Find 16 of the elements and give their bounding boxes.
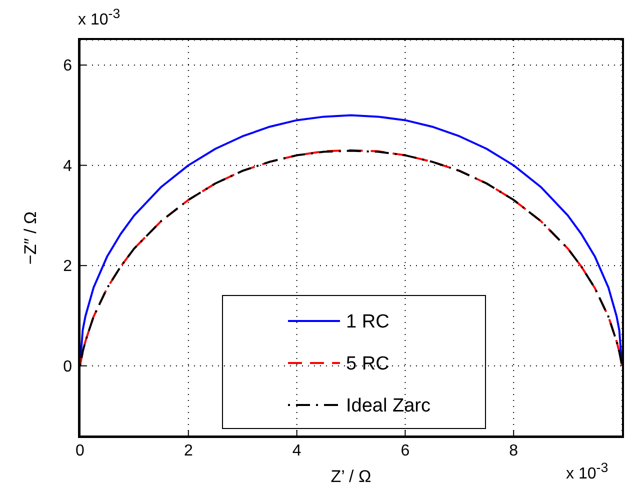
text: x 10$^{-3}$ [566,460,608,484]
legend-label: Ideal Zarc [346,396,430,417]
text: x 10$^{-3}$ [78,6,120,30]
x-tick-label: 0 [76,442,85,460]
y-tick-label: 6 [63,58,72,75]
x-tick-label: 2 [184,442,193,460]
legend-label: 1 RC [346,312,390,333]
y-tick-label: 0 [63,358,72,376]
y-tick-label: 2 [63,258,72,276]
y-tick-label: 4 [63,158,72,175]
x-tick-label: 6 [400,442,410,460]
x-tick-label: 8 [509,442,518,460]
x-axis-title: Z’ / Ω [330,467,372,486]
legend-label: 5 RC [346,354,390,375]
y-axis-title: −Z″ / Ω [21,211,40,265]
x-tick-label: 4 [292,442,302,460]
